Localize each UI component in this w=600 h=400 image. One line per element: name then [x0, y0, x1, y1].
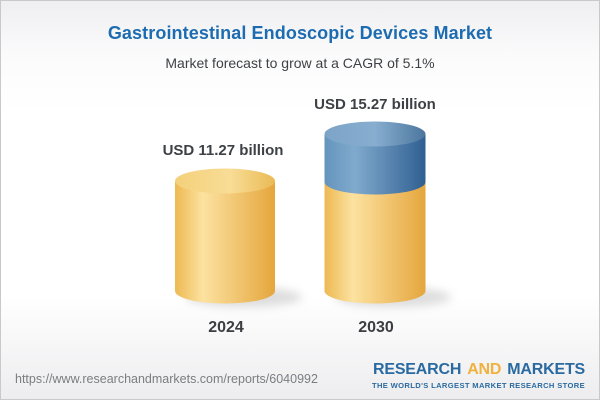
chart-title: Gastrointestinal Endoscopic Devices Mark…	[107, 23, 493, 43]
logo-wordmark: RESEARCH AND MARKETS	[372, 361, 585, 379]
chart-subtitle: Market forecast to grow at a CAGR of 5.1…	[165, 55, 435, 71]
logo-word-research: RESEARCH	[373, 361, 462, 379]
logo-word-and: AND	[467, 361, 502, 379]
bar-2024	[175, 168, 275, 304]
research-and-markets-logo: RESEARCH AND MARKETS THE WORLD'S LARGEST…	[372, 361, 585, 390]
logo-tagline: THE WORLD'S LARGEST MARKET RESEARCH STOR…	[371, 381, 585, 390]
report-url: https://www.researchandmarkets.com/repor…	[15, 372, 318, 386]
logo-word-markets: MARKETS	[507, 361, 585, 379]
category-label-2024: 2024	[208, 319, 244, 336]
value-label-2024: USD 11.27 billion	[162, 142, 284, 159]
bar-2030	[324, 121, 426, 304]
value-label-2030: USD 15.27 billion	[314, 96, 436, 113]
category-label-2030: 2030	[358, 319, 394, 336]
